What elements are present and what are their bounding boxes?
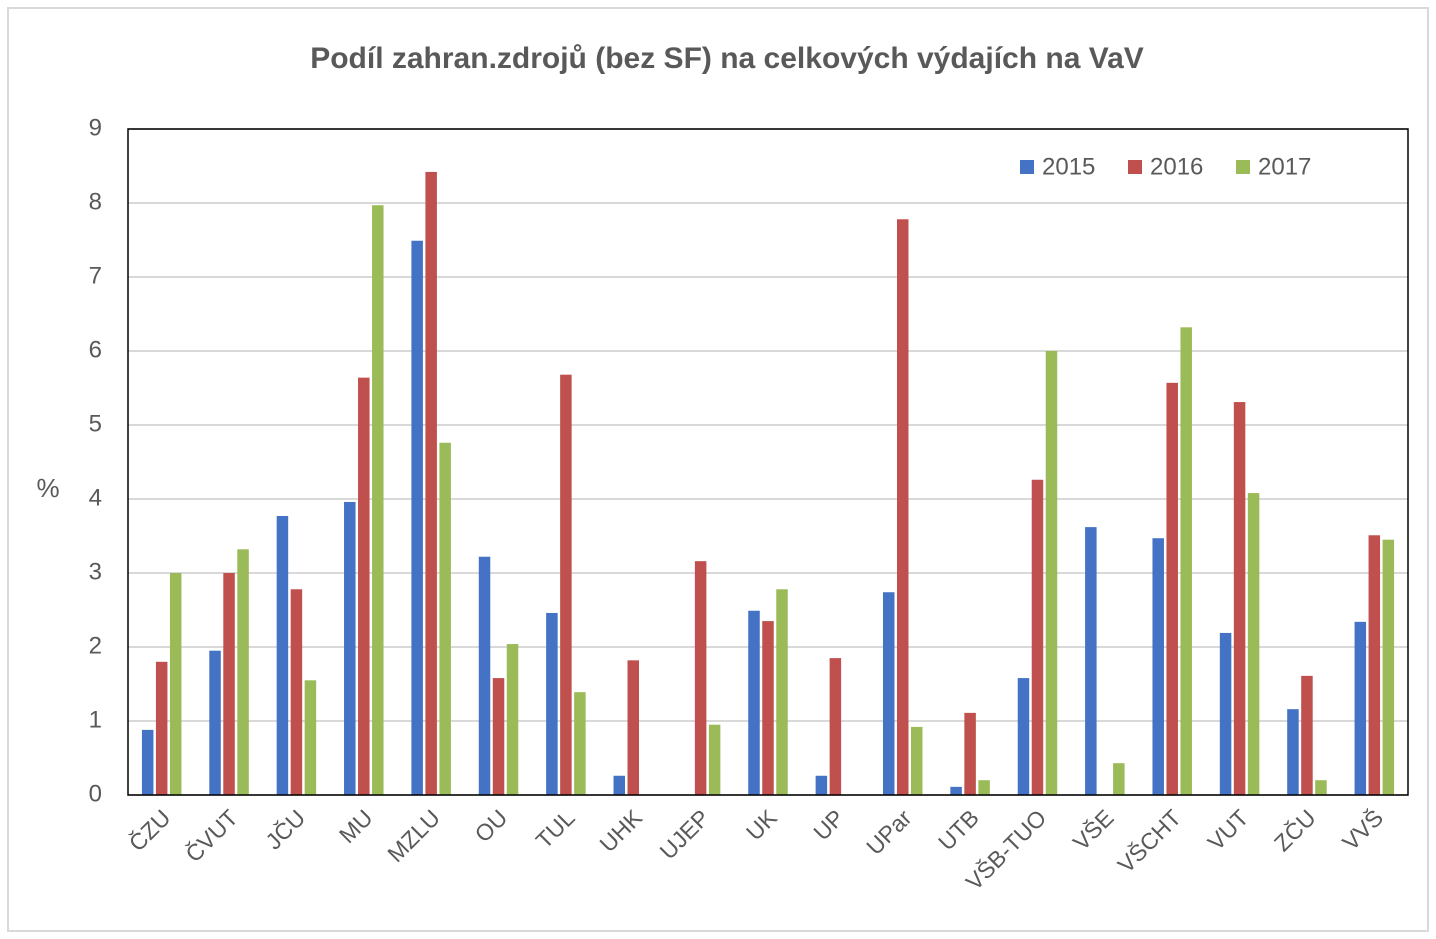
chart-title: Podíl zahran.zdrojů (bez SF) na celkovýc…: [310, 42, 1144, 75]
bar: [1301, 675, 1313, 795]
bar: [776, 589, 788, 795]
y-tick-label: 3: [89, 558, 102, 585]
bar: [478, 556, 491, 795]
bar: [290, 589, 303, 795]
bar: [1287, 709, 1299, 795]
bar: [560, 374, 572, 795]
bar: [1085, 527, 1097, 795]
bar: [882, 592, 895, 795]
bar: [425, 171, 437, 796]
bar: [1031, 479, 1044, 795]
y-axis-label: %: [36, 473, 59, 503]
y-tick-label: 6: [89, 336, 102, 363]
bar: [762, 621, 774, 795]
bar: [1368, 535, 1381, 795]
bar: [1315, 780, 1327, 795]
legend-swatch: [1236, 160, 1250, 174]
bar: [411, 240, 423, 796]
bar: [1045, 351, 1058, 795]
bar: [613, 775, 626, 795]
bar: [344, 501, 356, 795]
y-tick-label: 8: [89, 188, 102, 215]
bar: [708, 724, 721, 795]
y-tick-label: 5: [89, 410, 102, 437]
bar: [1152, 538, 1164, 795]
legend-label: 2017: [1258, 153, 1311, 180]
y-tick-label: 4: [89, 484, 102, 511]
bar: [1354, 621, 1367, 795]
bar: [748, 610, 760, 795]
bar: [169, 573, 182, 795]
bar: [978, 780, 990, 795]
legend-swatch: [1128, 160, 1142, 174]
y-tick-label: 7: [89, 262, 102, 289]
bar: [237, 549, 249, 795]
y-tick-label: 1: [89, 706, 102, 733]
bar: [276, 516, 289, 795]
bar: [964, 712, 976, 795]
bar: [223, 573, 235, 795]
bar: [1247, 493, 1260, 795]
bar: [1219, 632, 1232, 795]
bar: [1382, 539, 1395, 795]
bar: [910, 726, 923, 795]
bar: [1113, 763, 1125, 795]
bar: [546, 612, 558, 795]
legend-label: 2015: [1042, 153, 1095, 180]
bar: [1180, 327, 1192, 795]
plot-border: [127, 128, 1409, 796]
bar: [896, 219, 909, 795]
bar: [358, 377, 370, 795]
bar: [439, 442, 451, 795]
bar: [304, 680, 317, 795]
bar: [209, 650, 221, 795]
bar: [815, 775, 828, 795]
bar: [1166, 382, 1178, 795]
bar: [1017, 678, 1030, 795]
bar: [829, 658, 842, 795]
y-tick-label: 9: [89, 114, 102, 141]
bar: [694, 561, 707, 795]
bar: [372, 205, 384, 796]
legend-swatch: [1020, 160, 1034, 174]
bar: [492, 678, 505, 795]
bar: [506, 644, 519, 795]
y-tick-label: 0: [89, 780, 102, 807]
bar: [574, 692, 586, 795]
bar: [950, 786, 962, 795]
bar: [627, 660, 640, 795]
bar: [155, 661, 168, 795]
bar: [141, 729, 154, 795]
bar: [1233, 402, 1246, 795]
legend-label: 2016: [1150, 153, 1203, 180]
y-tick-label: 2: [89, 632, 102, 659]
